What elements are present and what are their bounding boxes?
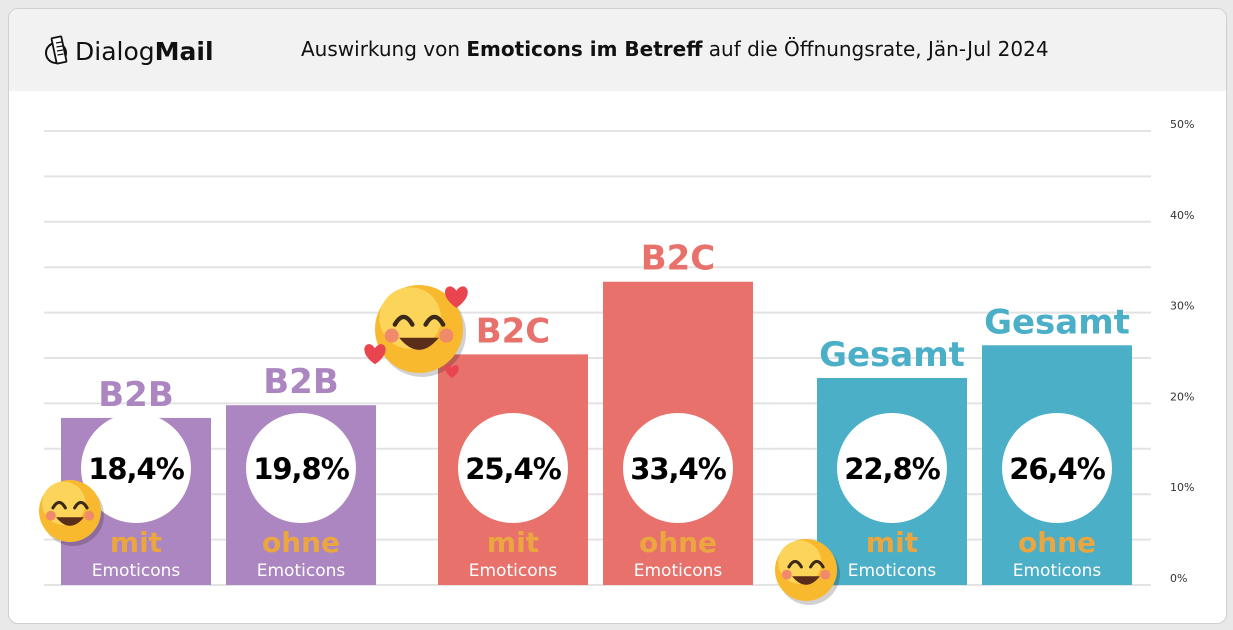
y-tick-label: 10% [1170, 481, 1194, 494]
heart-icon [444, 286, 468, 308]
emoji-mouth [792, 576, 820, 585]
title-bold: Emoticons im Betreff [466, 37, 703, 61]
y-tick-label: 30% [1170, 300, 1194, 313]
bar-sub-label: Emoticons [92, 561, 181, 581]
value-circle [458, 413, 568, 523]
data-label: 19,8% [253, 452, 350, 486]
data-label: 22,8% [844, 452, 941, 486]
y-tick-label: 40% [1170, 209, 1194, 222]
emoji-eye [392, 314, 415, 327]
bar-category-label: B2C [476, 311, 551, 351]
bar-category-label: B2B [263, 362, 339, 402]
bar-chart: 0%10%20%30%40%50%B2B18,4%mitEmoticonsB2B… [39, 118, 1194, 605]
bar-sub-label: Emoticons [257, 561, 346, 581]
emoji-mouth [399, 337, 439, 350]
bar-category-label: Gesamt [819, 335, 965, 375]
bar-sub-label: Emoticons [848, 561, 937, 581]
y-tick-label: 20% [1170, 390, 1194, 403]
logo-bold: Mail [154, 36, 214, 66]
emoji-cheek [84, 510, 95, 521]
value-circle [246, 413, 356, 523]
bar-sub-label: Emoticons [1013, 561, 1102, 581]
emoji-mouth [56, 517, 84, 526]
data-label: 26,4% [1009, 452, 1106, 486]
smiling-emoji-icon [775, 539, 840, 605]
y-tick-label: 0% [1170, 572, 1187, 585]
chart-title: Auswirkung von Emoticons im Betreff auf … [301, 37, 1049, 61]
value-circle [81, 413, 191, 523]
bar-type-label: mit [866, 526, 918, 559]
value-circle [623, 413, 733, 523]
logo-regular: Dialog [75, 36, 155, 66]
heart-icon [445, 365, 459, 378]
title-pre: Auswirkung von [301, 37, 467, 61]
emoji-eye [423, 314, 446, 327]
emoji-cheek [439, 328, 454, 343]
bar-category-label: B2C [641, 239, 716, 279]
emoji-cheek [384, 328, 399, 343]
logo-mail-icon [45, 35, 68, 65]
logo: Dialog Mail [45, 35, 214, 67]
value-circle [837, 413, 947, 523]
bar-sub-label: Emoticons [469, 561, 558, 581]
emoji-eye [787, 559, 803, 569]
bar-sub-label: Emoticons [634, 561, 723, 581]
header: Dialog Mail Auswirkung von Emoticons im B… [9, 9, 1226, 91]
bar-type-label: ohne [1018, 526, 1096, 559]
data-label: 33,4% [630, 452, 727, 486]
emoji-cheek [45, 510, 56, 521]
chart-card: Dialog Mail Auswirkung von Emoticons im B… [8, 8, 1227, 624]
emoji-eye [51, 500, 67, 510]
emoji-cheek [781, 569, 792, 580]
bar-type-label: mit [110, 526, 162, 559]
bar-type-label: mit [487, 526, 539, 559]
smiling-emoji-icon [39, 480, 104, 546]
bar-category-label: Gesamt [984, 302, 1130, 342]
emoji-eye [809, 559, 825, 569]
bar-type-label: ohne [639, 526, 717, 559]
y-tick-label: 50% [1170, 118, 1194, 131]
bar-category-label: B2B [98, 375, 174, 415]
heart-eyes-smiling-emoji-icon [364, 285, 468, 378]
bar-type-label: ohne [262, 526, 340, 559]
data-label: 25,4% [465, 452, 562, 486]
value-circle [1002, 413, 1112, 523]
heart-icon [364, 344, 386, 365]
title-post: auf die Öffnungsrate, Jän-Jul 2024 [702, 37, 1049, 61]
emoji-cheek [820, 569, 831, 580]
data-label: 18,4% [88, 452, 185, 486]
emoji-eye [73, 500, 89, 510]
